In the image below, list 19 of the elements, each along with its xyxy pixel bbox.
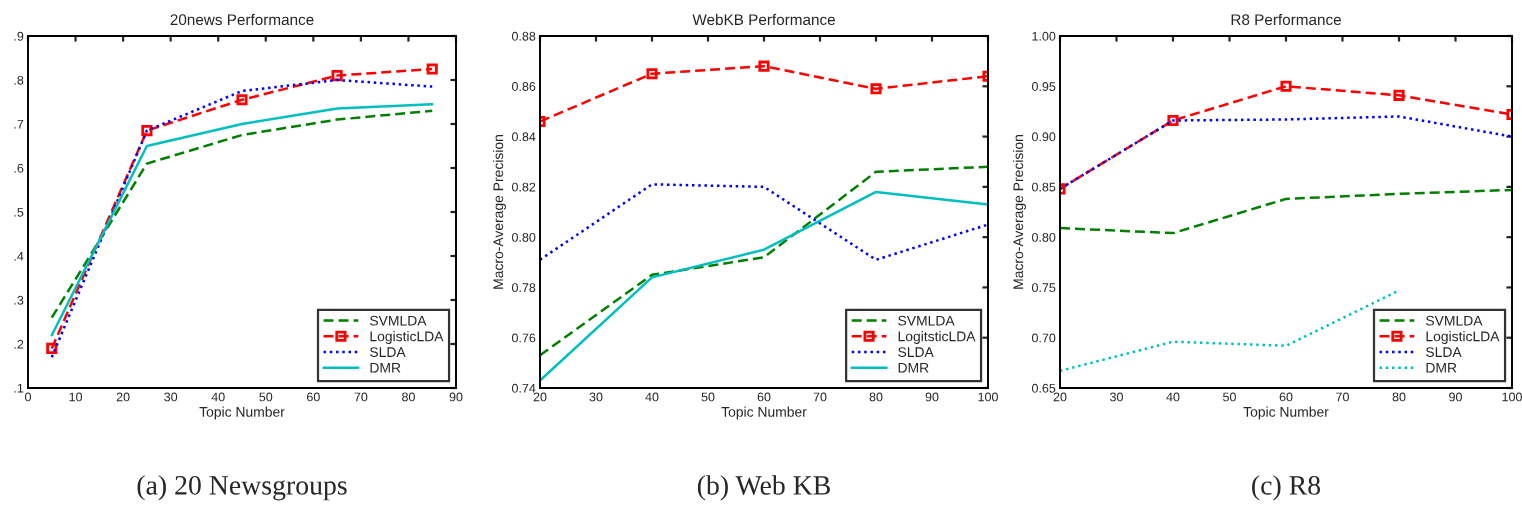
text: (c) R8 [1252, 475, 1321, 501]
line-series [540, 183, 988, 262]
point [646, 68, 658, 80]
point [236, 94, 248, 106]
text: (a) 20 Newsgroups [137, 475, 347, 501]
point [1280, 80, 1292, 92]
line-series [540, 190, 988, 382]
line-series [540, 165, 988, 357]
point [141, 125, 153, 137]
point [1167, 114, 1179, 127]
point [870, 83, 882, 95]
line-series [1060, 188, 1512, 235]
point [46, 342, 58, 354]
point [758, 60, 770, 72]
text: (b) Web KB [697, 475, 830, 501]
point [426, 63, 438, 75]
line-series [1060, 289, 1401, 373]
point [1393, 89, 1405, 101]
point [331, 70, 343, 82]
